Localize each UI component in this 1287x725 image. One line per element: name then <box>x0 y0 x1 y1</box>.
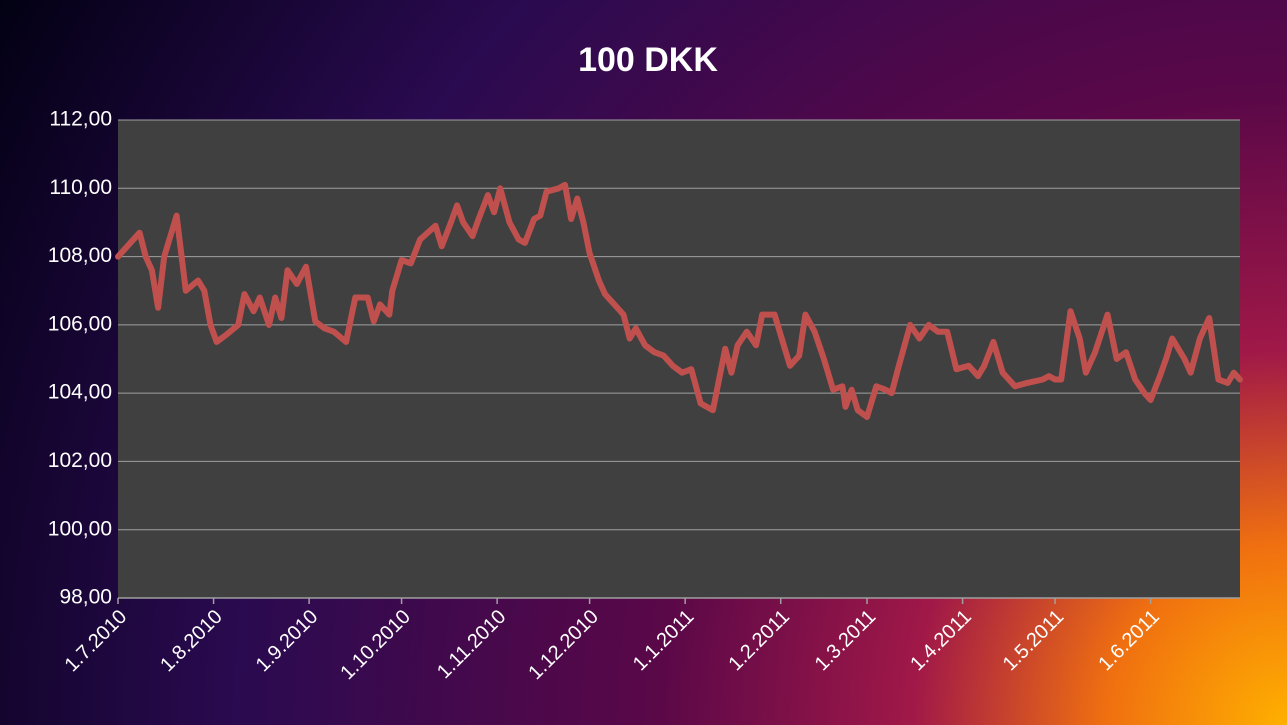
y-tick-label: 110,00 <box>49 176 112 199</box>
plot-area <box>118 120 1240 598</box>
y-tick-label: 108,00 <box>48 244 112 267</box>
y-tick-label: 112,00 <box>49 108 112 131</box>
chart-title: 100 DKK <box>578 41 718 79</box>
y-tick-label: 100,00 <box>48 517 112 540</box>
data-line <box>115 181 1243 420</box>
y-tick-label: 104,00 <box>48 381 112 404</box>
y-tick-label: 98,00 <box>59 586 112 609</box>
y-tick-label: 106,00 <box>48 312 112 335</box>
y-tick-label: 102,00 <box>48 449 112 472</box>
